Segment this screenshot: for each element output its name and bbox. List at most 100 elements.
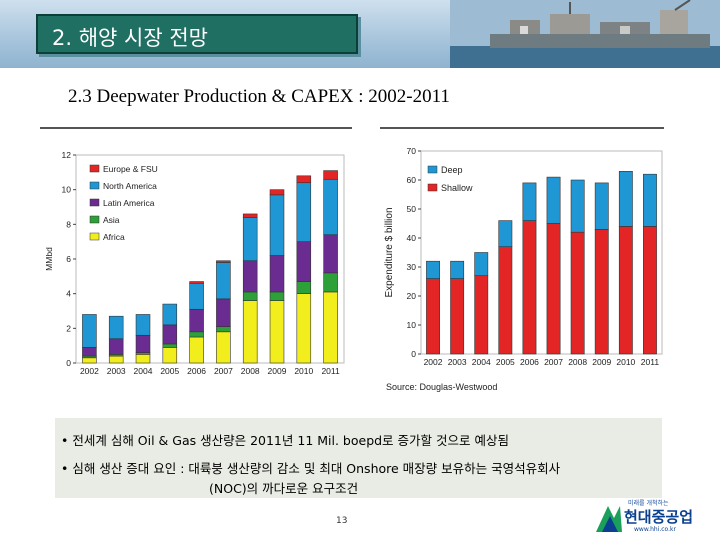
divider-right [380, 127, 664, 129]
legend-swatch [89, 232, 100, 241]
bar-segment [426, 278, 440, 355]
bar-segment [162, 303, 178, 326]
bar-segment [643, 226, 657, 355]
bar-segment [618, 170, 633, 227]
bar-segment [570, 231, 585, 355]
x-tick-label: 2010 [294, 366, 313, 376]
bar-segment [108, 338, 124, 355]
legend-swatch [89, 181, 100, 190]
y-tick-label: 30 [407, 262, 417, 272]
bar-segment [108, 315, 124, 340]
x-tick-label: 2004 [134, 366, 153, 376]
bar-segment [498, 246, 513, 355]
bar-segment [546, 223, 561, 355]
bar-segment [108, 355, 124, 364]
bar-segment [216, 260, 231, 263]
legend-label: North America [103, 181, 157, 191]
logo-mark-icon [596, 506, 622, 532]
page-number: 13 [336, 516, 348, 526]
capex-chart-svg: 0 10 20 30 40 50 60 70 Expenditure $ billion 2002… [384, 146, 663, 392]
bar-segment [242, 217, 258, 262]
x-tick-label: 2005 [160, 366, 179, 376]
bar-segment [474, 252, 489, 277]
y-tick-label: 50 [407, 204, 417, 214]
note-2: • 심해 생산 증대 요인 : 대륙붕 생산량의 감소 및 최대 Onshore… [61, 461, 561, 476]
legend-swatch [427, 183, 438, 192]
x-tick-label: 2007 [544, 357, 563, 367]
y-tick-label: 4 [66, 289, 71, 299]
legend-label: Deep [441, 165, 463, 175]
y-tick-label: 6 [66, 254, 71, 264]
legend-label: Europe & FSU [103, 164, 158, 174]
bar-segment [450, 278, 465, 355]
bar-segment [189, 308, 204, 333]
x-tick-label: 2011 [321, 366, 340, 376]
bar-segment [498, 220, 513, 247]
bar-segment [296, 281, 312, 294]
x-tick-label: 2004 [472, 357, 491, 367]
x-tick-label: 2009 [592, 357, 611, 367]
bar-segment [162, 347, 178, 364]
y-tick-label: 0 [411, 349, 416, 359]
bar-segment [426, 260, 440, 279]
bar-segment [189, 336, 204, 364]
bar-segment [242, 300, 258, 364]
x-tick-label: 2006 [187, 366, 206, 376]
legend-swatch [89, 164, 100, 173]
bar-segment [546, 176, 561, 224]
x-tick-label: 2009 [268, 366, 287, 376]
y-tick-label: 60 [407, 175, 417, 185]
bar-segment [269, 194, 285, 256]
x-tick-label: 2007 [214, 366, 233, 376]
bar-segment [162, 324, 178, 345]
legend-label: Africa [103, 232, 125, 242]
capex-chart: 0 10 20 30 40 50 60 70 Expenditure $ billion 2002… [380, 128, 666, 396]
bar-segment [242, 260, 258, 293]
bar-segment [323, 272, 338, 293]
bar-segment [570, 179, 585, 233]
x-tick-label: 2002 [80, 366, 99, 376]
y-axis-label: Expenditure $ billion [384, 207, 395, 297]
bar-segment [162, 343, 178, 348]
x-tick-label: 2003 [448, 357, 467, 367]
bar-segment [269, 291, 285, 301]
bar-segment [474, 275, 489, 355]
logo-url: www.hhi.co.kr [634, 526, 676, 533]
x-tick-label: 2003 [107, 366, 126, 376]
bar-segment [135, 334, 151, 353]
y-tick-label: 8 [66, 219, 71, 229]
notes-box: • 전세계 심해 Oil & Gas 생산량은 2011년 11 Mil. bo… [55, 418, 662, 498]
legend-swatch [89, 198, 100, 207]
bar-segment [216, 262, 231, 300]
bar-segment [323, 234, 338, 274]
y-tick-label: 40 [407, 233, 417, 243]
company-logo: 미래를 개척하는 현대중공업 www.hhi.co.kr [594, 496, 719, 540]
bar-segment [594, 182, 609, 230]
bar-segment [269, 300, 285, 364]
x-tick-label: 2002 [424, 357, 443, 367]
y-tick-label: 20 [407, 291, 417, 301]
y-tick-label: 70 [407, 146, 417, 156]
bar-segment [296, 175, 312, 184]
offshore-platform-image [450, 0, 720, 68]
bar-segment [522, 182, 537, 221]
legend-label: Asia [103, 215, 120, 225]
bar-segment [216, 331, 231, 364]
bar-segment [323, 291, 338, 364]
bar-segment [216, 298, 231, 327]
y-axis-label: MMbd [44, 247, 54, 271]
bar-segment [135, 354, 151, 364]
legend-swatch [89, 215, 100, 224]
x-tick-label: 2005 [496, 357, 515, 367]
bar-segment [450, 260, 465, 279]
bar-segment [216, 326, 231, 333]
bar-segment [296, 293, 312, 364]
logo-slogan: 미래를 개척하는 [628, 500, 669, 507]
bar-segment [82, 314, 97, 348]
bar-segment [522, 220, 537, 355]
divider-left [40, 127, 352, 129]
y-tick-label: 10 [62, 185, 72, 195]
bar-segment [82, 357, 97, 364]
bar-segment [323, 178, 338, 236]
production-chart: 0 2 4 6 8 10 12 MMbd 2002 2003 2004 2005 2006 2007 200… [40, 128, 353, 380]
